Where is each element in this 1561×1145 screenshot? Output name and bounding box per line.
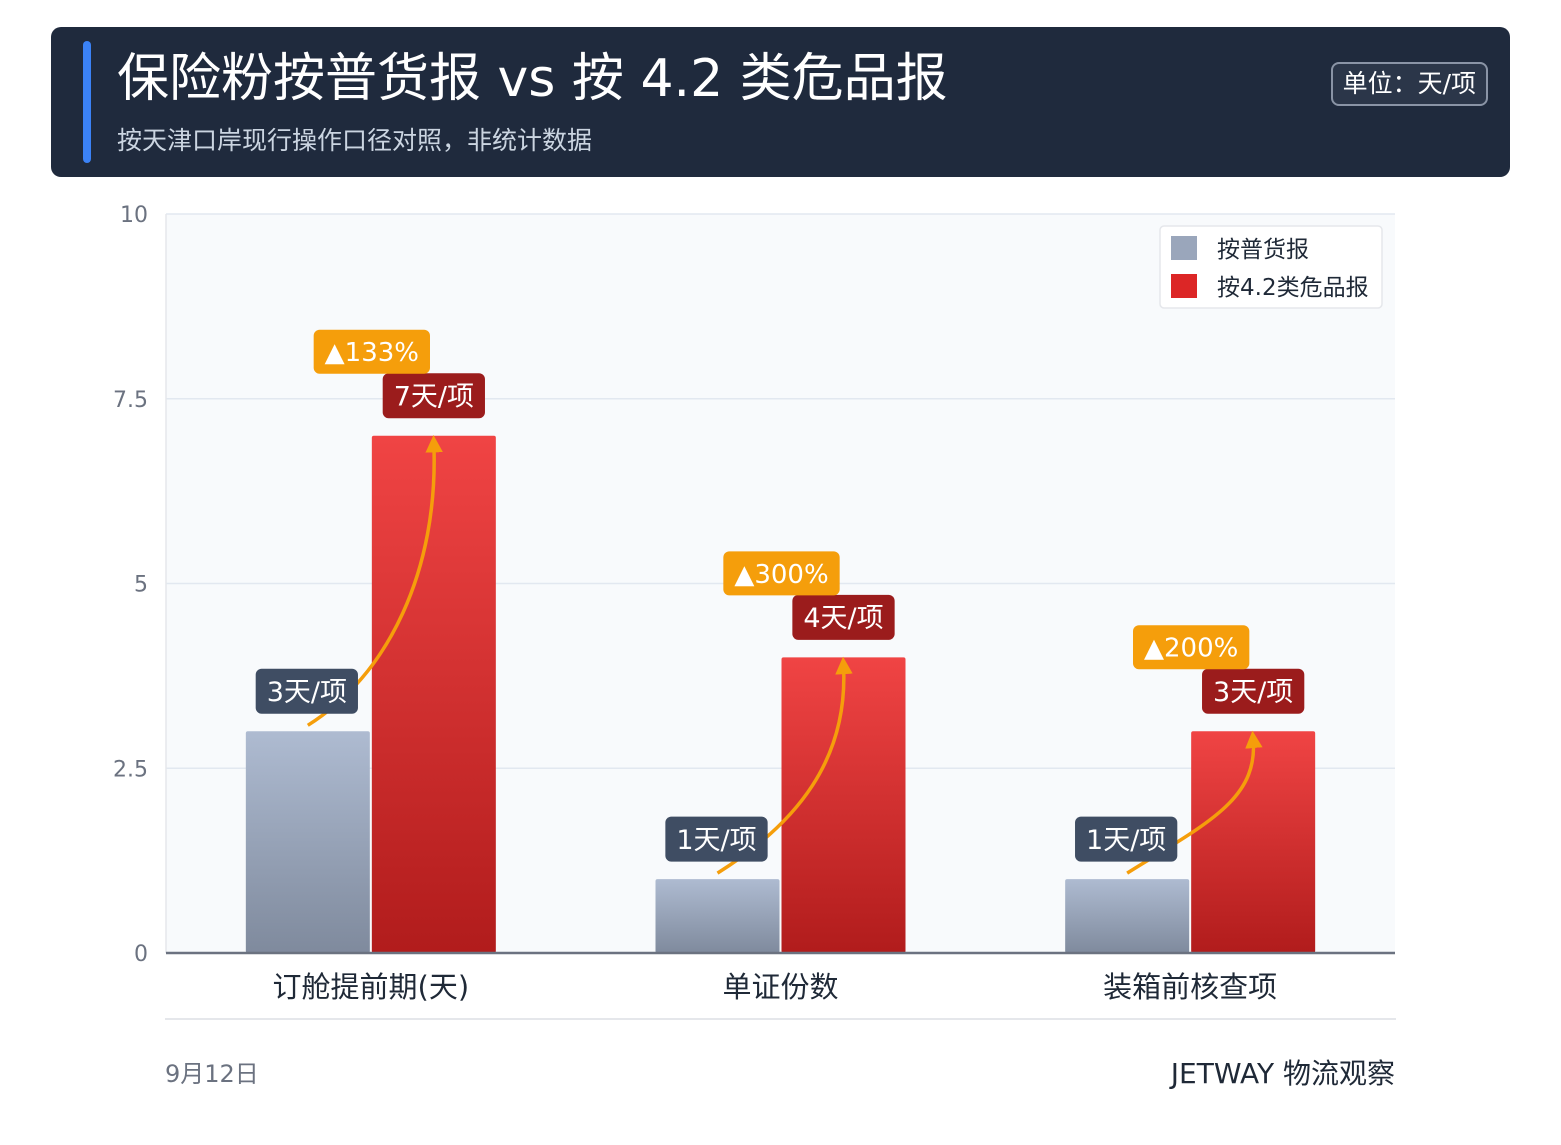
value-label-dangerous-2-text: 3天/项 [1213,677,1293,708]
chart-header: 保险粉按普货报 vs 按 4.2 类危品报 按天津口岸现行操作口径对照，非统计数… [51,27,1510,177]
bar-general-0 [245,731,370,953]
value-label-dangerous-1-text: 4天/项 [803,603,883,634]
x-category-label-1: 单证份数 [722,970,838,1004]
value-label-general-2-text: 1天/项 [1086,825,1166,856]
value-label-dangerous-0-bg [382,373,485,419]
value-label-dangerous-0-text: 7天/项 [394,381,474,412]
value-label-dangerous-1-bg [792,594,895,640]
unit-badge: 单位：天/项 [1330,62,1488,106]
x-category-label-0: 订舱提前期(天) [273,970,470,1004]
value-label-general-0-bg [255,668,358,714]
bar-dangerous-1 [781,657,906,953]
legend-label-1: 按4.2类危品报 [1217,275,1369,301]
footer-brand: JETWAY 物流观察 [1170,1057,1395,1090]
value-label-dangerous-0: 7天/项 [382,373,485,419]
legend-box [1159,225,1383,309]
y-tick-label-2: 5 [134,573,148,598]
chart-title: 保险粉按普货报 vs 按 4.2 类危品报 [117,49,948,109]
legend-swatch-0 [1171,236,1197,260]
legend-swatch-1 [1171,274,1197,298]
header-accent-bar [83,41,91,163]
value-label-dangerous-1: 4天/项 [792,594,895,640]
legend-label-0: 按普货报 [1217,237,1309,263]
increase-badge-2-text: ▲200% [1144,634,1238,664]
value-label-general-0: 3天/项 [255,668,358,714]
bar-general-2 [1065,879,1190,953]
value-label-general-1: 1天/项 [665,816,768,862]
value-label-general-1-text: 1天/项 [676,825,756,856]
value-label-general-1-bg [665,816,768,862]
bar-dangerous-0 [371,435,496,953]
increase-badge-0-bg [313,329,430,374]
y-tick-label-4: 10 [120,203,148,228]
increase-badge-2-bg [1133,625,1250,670]
increase-badge-1-text: ▲300% [734,560,828,590]
value-label-general-2-bg [1075,816,1178,862]
value-label-general-2: 1天/项 [1075,816,1178,862]
footer-divider [165,1018,1396,1020]
y-tick-label-1: 2.5 [113,757,148,782]
y-tick-label-3: 7.5 [113,388,148,413]
increase-badge-0-text: ▲133% [325,338,419,368]
value-label-dangerous-2: 3天/项 [1202,668,1305,714]
increase-badge-2: ▲200% [1133,625,1250,670]
bar-dangerous-2 [1191,731,1316,953]
x-category-label-2: 装箱前核查项 [1103,970,1277,1004]
increase-badge-0: ▲133% [313,329,430,374]
value-label-general-0-text: 3天/项 [267,677,347,708]
increase-badge-1-bg [723,551,840,596]
bar-general-1 [655,879,780,953]
footer-date: 9月12日 [165,1060,259,1088]
increase-badge-1: ▲300% [723,551,840,596]
chart-subtitle: 按天津口岸现行操作口径对照，非统计数据 [117,126,593,155]
y-tick-label-0: 0 [134,942,148,967]
value-label-dangerous-2-bg [1202,668,1305,714]
